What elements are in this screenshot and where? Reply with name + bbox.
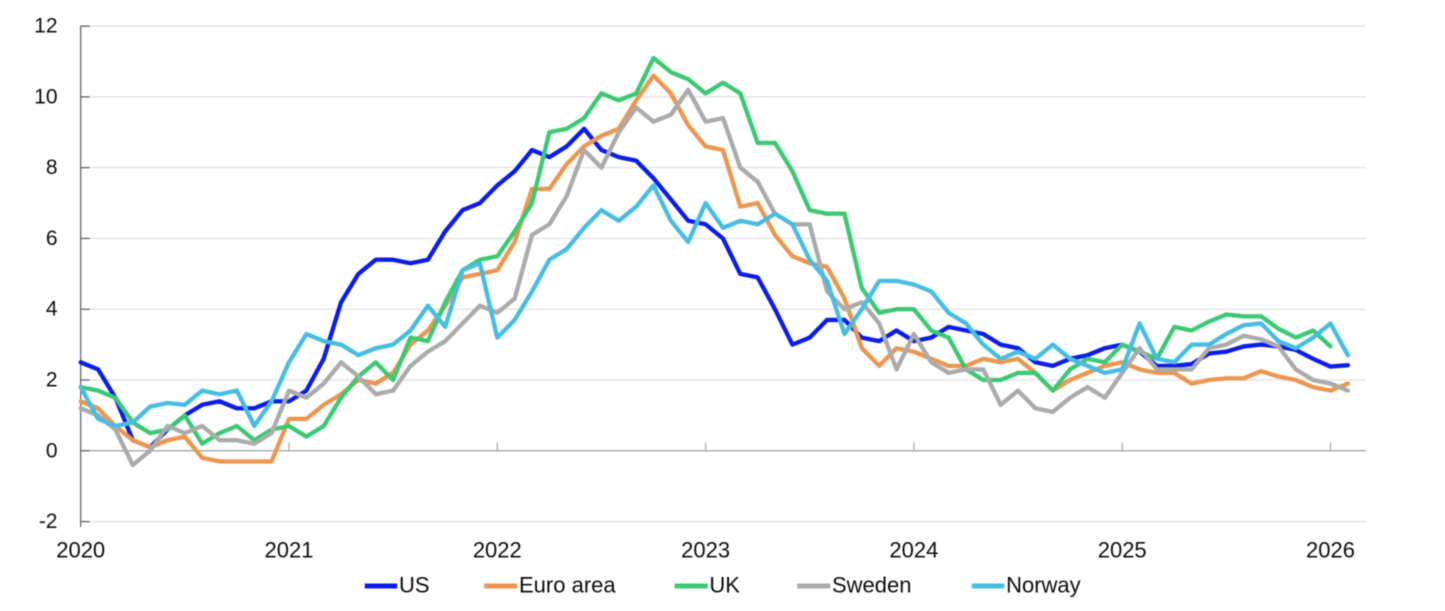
svg-text:2021: 2021 [265, 538, 314, 563]
svg-text:4: 4 [46, 298, 58, 321]
svg-text:2022: 2022 [473, 538, 522, 563]
svg-text:2020: 2020 [56, 538, 105, 563]
svg-text:2023: 2023 [681, 538, 730, 563]
svg-text:2: 2 [46, 369, 58, 392]
svg-text:2024: 2024 [889, 538, 938, 563]
svg-text:US: US [399, 573, 430, 598]
svg-text:0: 0 [46, 439, 58, 462]
svg-text:UK: UK [709, 573, 740, 598]
svg-text:6: 6 [46, 227, 58, 250]
svg-text:2026: 2026 [1306, 538, 1355, 563]
svg-text:8: 8 [46, 156, 58, 179]
svg-text:Sweden: Sweden [832, 573, 912, 598]
svg-text:Norway: Norway [1006, 573, 1081, 598]
svg-text:Euro area: Euro area [519, 573, 616, 598]
svg-text:-2: -2 [39, 510, 58, 533]
svg-text:10: 10 [34, 85, 57, 108]
svg-text:2025: 2025 [1098, 538, 1147, 563]
svg-text:12: 12 [34, 15, 57, 38]
